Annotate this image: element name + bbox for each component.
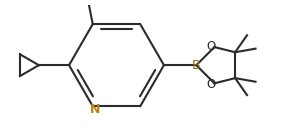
Text: O: O	[206, 40, 216, 53]
Text: O: O	[206, 78, 216, 91]
Text: N: N	[90, 103, 100, 116]
Text: B: B	[192, 59, 201, 72]
